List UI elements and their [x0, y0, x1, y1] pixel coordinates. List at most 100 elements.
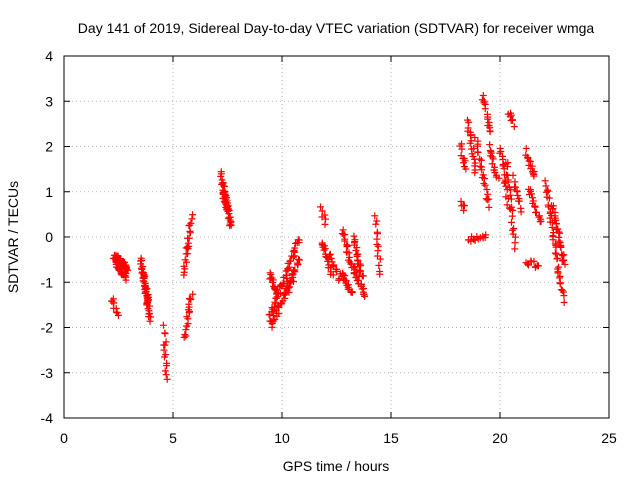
- data-point: [291, 268, 299, 276]
- data-point: [548, 202, 556, 210]
- data-point: [144, 297, 152, 305]
- data-point: [289, 273, 297, 281]
- data-point: [558, 286, 566, 294]
- data-point: [284, 284, 292, 292]
- data-point: [223, 197, 231, 205]
- data-point: [289, 278, 297, 286]
- data-point: [163, 375, 171, 383]
- data-point: [269, 276, 277, 284]
- data-point: [470, 144, 478, 152]
- data-point: [273, 289, 281, 297]
- data-point: [361, 292, 369, 300]
- chart-title: Day 141 of 2019, Sidereal Day-to-day VTE…: [78, 20, 595, 36]
- data-point: [530, 172, 538, 180]
- data-point: [275, 310, 283, 318]
- data-point: [508, 212, 516, 220]
- data-point: [553, 254, 561, 262]
- x-tick-label: 10: [274, 430, 290, 446]
- data-point: [534, 262, 542, 270]
- data-point: [335, 276, 343, 284]
- data-point: [187, 296, 195, 304]
- data-point: [182, 326, 190, 334]
- data-point: [486, 141, 494, 149]
- y-tick-label: -4: [41, 410, 54, 426]
- data-point: [535, 212, 543, 220]
- x-axis-title: GPS time / hours: [283, 458, 390, 474]
- data-point: [351, 265, 359, 273]
- data-point: [530, 202, 538, 210]
- data-point: [555, 237, 563, 245]
- data-point: [181, 331, 189, 339]
- data-point: [373, 217, 381, 225]
- data-point: [556, 272, 564, 280]
- data-point: [146, 302, 154, 310]
- data-point: [291, 244, 299, 252]
- data-point: [513, 188, 521, 196]
- data-point: [225, 207, 233, 215]
- data-point: [189, 211, 197, 219]
- data-point: [478, 166, 486, 174]
- data-point: [480, 175, 488, 183]
- data-point: [294, 236, 302, 244]
- x-tick-label: 25: [601, 430, 617, 446]
- data-point: [121, 273, 129, 281]
- data-point: [286, 257, 294, 265]
- data-point: [353, 251, 361, 259]
- data-point: [561, 260, 569, 268]
- data-point: [480, 99, 488, 107]
- data-point: [506, 191, 514, 199]
- data-point: [146, 317, 154, 325]
- data-point: [549, 236, 557, 244]
- data-point: [552, 216, 560, 224]
- data-point: [343, 241, 351, 249]
- data-point: [160, 353, 168, 361]
- data-point: [503, 163, 511, 171]
- data-point: [353, 244, 361, 252]
- data-point: [522, 144, 530, 152]
- data-point: [372, 220, 380, 228]
- data-point: [495, 174, 503, 182]
- data-point: [326, 250, 334, 258]
- data-point: [350, 232, 358, 240]
- data-point: [159, 321, 167, 329]
- x-tick-label: 20: [492, 430, 508, 446]
- data-point: [483, 186, 491, 194]
- data-point: [221, 191, 229, 199]
- data-point: [219, 194, 227, 202]
- data-point: [163, 362, 171, 370]
- data-point: [344, 242, 352, 250]
- y-axis-title: SDTVAR / TECUs: [5, 181, 21, 293]
- data-point: [356, 267, 364, 275]
- y-tick-label: 3: [45, 93, 53, 109]
- x-tick-label: 15: [383, 430, 399, 446]
- data-point: [341, 237, 349, 245]
- data-point: [485, 203, 493, 211]
- y-tick-label: -3: [41, 365, 54, 381]
- data-point: [502, 160, 510, 168]
- y-tick-label: -1: [41, 274, 54, 290]
- x-tick-labels: 0 5 10 15 20 25: [60, 430, 617, 446]
- data-point: [327, 254, 335, 262]
- data-point: [318, 207, 326, 215]
- data-point: [460, 206, 468, 214]
- data-point: [184, 239, 192, 247]
- data-point: [508, 218, 516, 226]
- data-point: [343, 248, 351, 256]
- data-point: [509, 116, 517, 124]
- data-point: [532, 208, 540, 216]
- data-point: [143, 285, 151, 293]
- grid-lines: [64, 56, 609, 418]
- data-point: [556, 280, 564, 288]
- data-point: [285, 283, 293, 291]
- data-point: [483, 196, 491, 204]
- y-tick-label: 0: [45, 229, 53, 245]
- y-tick-label: -2: [41, 320, 54, 336]
- data-point: [295, 255, 303, 263]
- data-point: [509, 171, 517, 179]
- data-point: [371, 212, 379, 220]
- data-point: [162, 371, 170, 379]
- data-point: [180, 262, 188, 270]
- data-point: [512, 183, 520, 191]
- data-point: [474, 148, 482, 156]
- data-point: [484, 115, 492, 123]
